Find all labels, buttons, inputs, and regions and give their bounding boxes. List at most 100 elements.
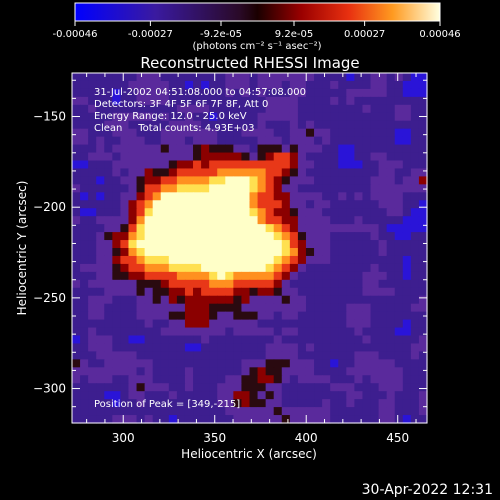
annotation-clean-counts: Clean Total counts: 4.93E+03 <box>94 123 254 134</box>
heatmap-cell <box>96 152 105 162</box>
heatmap-cell <box>281 399 291 408</box>
heatmap-cell <box>201 120 210 130</box>
heatmap-cell <box>338 287 347 297</box>
heatmap-cell <box>120 407 130 416</box>
heatmap-cell <box>386 351 396 360</box>
heatmap-cell <box>402 192 412 201</box>
heatmap-cell <box>370 383 380 392</box>
heatmap-cell <box>88 287 97 297</box>
heatmap-cell <box>297 136 307 146</box>
heatmap-cell <box>168 144 178 154</box>
heatmap-cell <box>281 271 291 281</box>
heatmap-cell <box>322 399 331 408</box>
heatmap-cell <box>225 232 234 241</box>
heatmap-cell <box>418 88 428 98</box>
heatmap-cell <box>112 192 122 201</box>
annotation-time-range: 31-Jul-2002 04:51:08.000 to 04:57:08.000 <box>94 87 306 98</box>
heatmap-cell <box>370 168 380 178</box>
colorbar-tick-label: -0.00027 <box>128 29 173 40</box>
heatmap-cell <box>273 136 283 146</box>
heatmap-cell <box>370 351 380 360</box>
heatmap-cell <box>88 367 97 376</box>
heatmap-cell <box>386 367 396 376</box>
heatmap-cell <box>241 375 251 384</box>
heatmap-cell <box>120 184 130 193</box>
heatmap-cell <box>418 176 428 185</box>
heatmap-cell <box>314 240 323 249</box>
heatmap-cell <box>273 224 283 233</box>
heatmap-cell <box>314 128 323 138</box>
heatmap-cell <box>160 216 170 225</box>
heatmap-cell <box>96 120 105 130</box>
heatmap-cell <box>225 271 234 281</box>
heatmap-cell <box>418 128 428 138</box>
heatmap-cell <box>193 112 202 122</box>
colorbar-tick-label: -9.2e-05 <box>200 29 242 40</box>
heatmap-cell <box>136 359 146 368</box>
heatmap-cell <box>184 415 194 424</box>
heatmap-cell <box>386 216 396 225</box>
heatmap-cell <box>80 120 89 130</box>
heatmap-cell <box>346 128 355 138</box>
heatmap-cell <box>410 311 420 321</box>
heatmap-cell <box>330 216 339 225</box>
heatmap-cell <box>184 224 194 233</box>
heatmap-cell <box>72 319 81 329</box>
heatmap-cell <box>418 112 428 122</box>
heatmap-cell <box>160 391 170 400</box>
heatmap-cell <box>346 120 355 130</box>
heatmap-cell <box>378 271 388 281</box>
heatmap-cell <box>418 160 428 170</box>
heatmap-cell <box>233 407 243 416</box>
heatmap-cell <box>168 73 178 82</box>
heatmap-cell <box>338 136 347 146</box>
heatmap-cell <box>378 319 388 329</box>
heatmap-cell <box>394 319 404 329</box>
heatmap-cell <box>402 168 412 178</box>
heatmap-cell <box>330 399 339 408</box>
heatmap-cell <box>330 120 339 130</box>
heatmap-cell <box>346 248 355 257</box>
heatmap-cell <box>184 263 194 273</box>
heatmap-cell <box>144 208 154 217</box>
heatmap-cell <box>144 271 154 281</box>
heatmap-cell <box>112 176 122 185</box>
heatmap-cell <box>257 383 267 392</box>
heatmap-cell <box>297 160 307 170</box>
heatmap-cell <box>330 128 339 138</box>
heatmap-cell <box>410 407 420 416</box>
heatmap-cell <box>305 208 315 217</box>
heatmap-cell <box>289 128 299 138</box>
heatmap-cell <box>120 295 130 305</box>
heatmap-cell <box>176 216 186 225</box>
heatmap-cell <box>233 255 243 265</box>
heatmap-cell <box>233 73 243 82</box>
heatmap-cell <box>112 399 122 408</box>
heatmap-cell <box>209 128 218 138</box>
heatmap-cell <box>394 295 404 305</box>
heatmap-cell <box>354 271 364 281</box>
heatmap-cell <box>386 120 396 130</box>
heatmap-cell <box>136 88 146 98</box>
heatmap-cell <box>72 240 81 249</box>
heatmap-cell <box>265 88 275 98</box>
heatmap-cell <box>418 383 428 392</box>
heatmap-cell <box>241 391 251 400</box>
heatmap-cell <box>273 415 283 424</box>
heatmap-cell <box>281 391 291 400</box>
heatmap-cell <box>330 311 339 321</box>
heatmap-cell <box>394 415 404 424</box>
heatmap-cell <box>410 104 420 114</box>
heatmap-cell <box>209 263 218 273</box>
heatmap-cell <box>160 351 170 360</box>
heatmap-cell <box>362 120 372 130</box>
heatmap-cell <box>362 335 372 345</box>
heatmap-cell <box>168 287 178 297</box>
heatmap-cell <box>144 327 154 337</box>
heatmap-cell <box>330 375 339 384</box>
heatmap-cell <box>370 216 380 225</box>
heatmap-cell <box>338 279 347 289</box>
heatmap-cell <box>184 255 194 265</box>
heatmap-cell <box>305 176 315 185</box>
heatmap-cell <box>410 176 420 185</box>
